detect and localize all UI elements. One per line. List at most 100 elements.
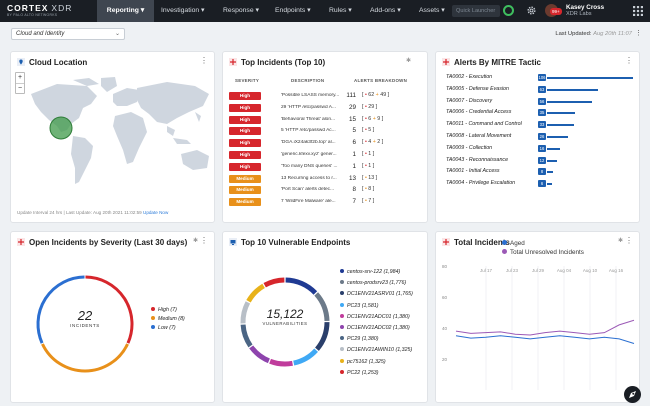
donut-segment[interactable] [314, 292, 330, 322]
widget-menu-icon[interactable]: ⋮ [200, 56, 208, 65]
tactic-bar [547, 100, 592, 103]
tactic-bar [547, 124, 574, 127]
mitre-tactic-row[interactable]: TA0043 - Reconnaissance 12 [446, 156, 636, 165]
severity-badge: Medium [229, 198, 261, 207]
legend-unresolved[interactable]: Total Unresolved Incidents [502, 248, 584, 257]
table-row[interactable]: High 'DGA.iX24ak3f2b.top' al... 6 [ • 4 + 2… [229, 138, 419, 149]
legend-endpoint[interactable]: PC22 (1,253) [340, 369, 379, 376]
user-menu[interactable]: Kasey Cross XDR Labs [566, 4, 604, 18]
nav-addons[interactable]: Add-ons ▾ [370, 7, 401, 14]
legend-endpoint[interactable]: pc75162 (1,325) [340, 358, 386, 365]
donut-segment[interactable] [85, 275, 134, 344]
table-row[interactable]: High 29 'HTTP /etc/passwd A... 29 [ • 29 ] [229, 103, 419, 114]
legend-endpoint[interactable]: PC29 (1,380) [340, 336, 379, 342]
pin-icon[interactable]: ✱ [617, 238, 623, 244]
dashboard-select[interactable]: Cloud and Identity ⌄ [11, 28, 125, 40]
donut-segment[interactable] [246, 283, 265, 303]
nav-investigation[interactable]: Investigation ▾ [161, 7, 205, 14]
mitre-tactic-row[interactable]: TA0005 - Defense Evasion 63 [446, 85, 636, 94]
legend-endpoint[interactable]: PC23 (1,581) [340, 302, 379, 309]
status-indicator-icon[interactable] [503, 5, 514, 16]
incident-description: 7 'WildFire Malware' ale... [281, 199, 336, 205]
quick-launcher-input[interactable]: Quick Launcher [452, 5, 500, 17]
incident-description: 13 Recurring access to r... [281, 175, 337, 181]
gear-icon[interactable] [526, 5, 537, 16]
widget-menu-icon[interactable]: ⋮ [200, 236, 208, 245]
world-map[interactable] [17, 72, 215, 212]
widget-title: Open Incidents by Severity (Last 30 days… [29, 238, 188, 247]
x-tick-label: Jul 17 [480, 268, 493, 273]
tactic-count-badge: 6 [538, 180, 546, 188]
table-row[interactable]: Medium 13 Recurring access to r... 13 [ • 1… [229, 174, 419, 185]
table-row[interactable]: High 5 'HTTP /etc/passwd Ac... 5 [ • 5 ] [229, 126, 419, 137]
table-row[interactable]: High 'Behavioral Threat' alon... 15 [ • 6 +… [229, 115, 419, 126]
mitre-tactic-row[interactable]: TA0006 - Credential Access 35 [446, 108, 636, 117]
mitre-tactic-row[interactable]: TA0011 - Command and Control 33 [446, 120, 636, 129]
help-chat-button[interactable] [624, 386, 641, 403]
tactic-name: TA0006 - Credential Access [446, 109, 512, 116]
nav-response[interactable]: Response ▾ [223, 7, 259, 14]
tactic-name: TA0008 - Lateral Movement [446, 133, 512, 139]
zoom-out-button[interactable]: − [16, 83, 24, 92]
alerts-breakdown: [ • 7 ] [362, 198, 375, 205]
donut-segment[interactable] [269, 358, 293, 367]
donut-segment[interactable] [41, 343, 129, 373]
user-name: Kasey Cross [566, 4, 605, 11]
nav-reporting[interactable]: Reporting ▾ [97, 0, 154, 22]
severity-donut-chart[interactable] [33, 272, 137, 376]
donut-segment[interactable] [240, 324, 253, 348]
table-row[interactable]: High 'Possible LSASS memory... 111 [ • 62 +… [229, 91, 419, 102]
tactic-name: TA0011 - Command and Control [446, 121, 522, 128]
rocket-icon [629, 391, 636, 398]
legend-high[interactable]: High (7) [151, 306, 185, 315]
nav-assets[interactable]: Assets ▾ [419, 7, 445, 14]
legend-medium[interactable]: Medium (8) [151, 315, 185, 324]
severity-badge: High [229, 92, 261, 100]
mitre-tactic-row[interactable]: TA0002 - Execution 106 [446, 73, 636, 82]
legend-endpoint[interactable]: centos-prodsrv23 (1,776) [340, 280, 406, 286]
notification-badge[interactable]: 99+ [550, 8, 562, 15]
x-tick-label: Aug 04 [557, 268, 572, 273]
pin-icon[interactable]: ✱ [405, 58, 411, 64]
widget-menu-icon[interactable]: ⋮ [625, 236, 633, 245]
nav-rules[interactable]: Rules ▾ [329, 7, 352, 14]
legend-low[interactable]: Low (7) [151, 324, 185, 333]
legend-endpoint[interactable]: DC1ENV21AWIN10 (1,325) [340, 347, 412, 353]
series-line[interactable] [455, 335, 635, 344]
table-row[interactable]: High 'Too many DNS queries' ... 1 [ • 1 ] [229, 162, 419, 173]
legend-endpoint[interactable]: DC1ENV21ADC02 (1,380) [340, 325, 410, 331]
mitre-tactic-row[interactable]: TA0004 - Privilege Escalation 6 [446, 179, 636, 188]
mitre-tactic-row[interactable]: TA0007 - Discovery 56 [446, 97, 636, 106]
donut-segment[interactable] [263, 277, 285, 288]
mitre-tactic-row[interactable]: TA0001 - Initial Access 8 [446, 167, 636, 176]
donut-segment[interactable] [314, 322, 330, 351]
legend-aged[interactable]: Aged [502, 239, 584, 248]
donut-segment[interactable] [240, 301, 251, 324]
tactic-name: TA0009 - Collection [446, 144, 493, 151]
mitre-tactic-row[interactable]: TA0009 - Collection 16 [446, 144, 636, 153]
dashboard-menu-icon[interactable]: ⋮ [635, 30, 642, 37]
donut-segment[interactable] [36, 275, 85, 344]
pin-icon[interactable]: ✱ [192, 238, 198, 244]
tactic-count-badge: 56 [538, 97, 546, 105]
series-line[interactable] [455, 319, 635, 336]
legend-endpoint[interactable]: centos-srv-122 (1,984) [340, 269, 400, 275]
total-incidents-line-chart[interactable]: Jul 17 Jul 23 Jul 29 Aug 04 Aug 10 Aug 16 80 60… [438, 262, 638, 398]
donut-segment[interactable] [285, 277, 318, 295]
mitre-tactic-row[interactable]: TA0008 - Lateral Movement 26 [446, 132, 636, 141]
update-now-link[interactable]: Update Now [143, 210, 169, 215]
apps-grid-icon[interactable] [633, 6, 643, 16]
legend-endpoint[interactable]: DC1ENV21ASRV01 (1,765) [340, 291, 413, 297]
nav-endpoints[interactable]: Endpoints ▾ [275, 7, 311, 14]
alert-count: 7 [352, 198, 356, 206]
cortex-xdr-logo[interactable]: CORTEX XDR BY PALO ALTO NETWORKS [7, 3, 73, 18]
legend-endpoint[interactable]: DC1ENV21ADC01 (1,380) [340, 313, 410, 320]
vulnerabilities-donut-chart[interactable] [237, 274, 333, 370]
table-row[interactable]: Medium 'Port Scan' alerts detec... 8 [ • 8 … [229, 185, 419, 196]
table-row[interactable]: Medium 7 'WildFire Malware' ale... 7 [ • 7 … [229, 197, 419, 208]
table-row[interactable]: High 'generic.kfexv.xyz' gener... 1 [ • 1 ] [229, 150, 419, 161]
widget-menu-icon[interactable]: ⋮ [625, 56, 633, 65]
donut-segment[interactable] [293, 348, 318, 366]
donut-segment[interactable] [249, 345, 270, 364]
zoom-in-button[interactable]: + [17, 74, 23, 81]
